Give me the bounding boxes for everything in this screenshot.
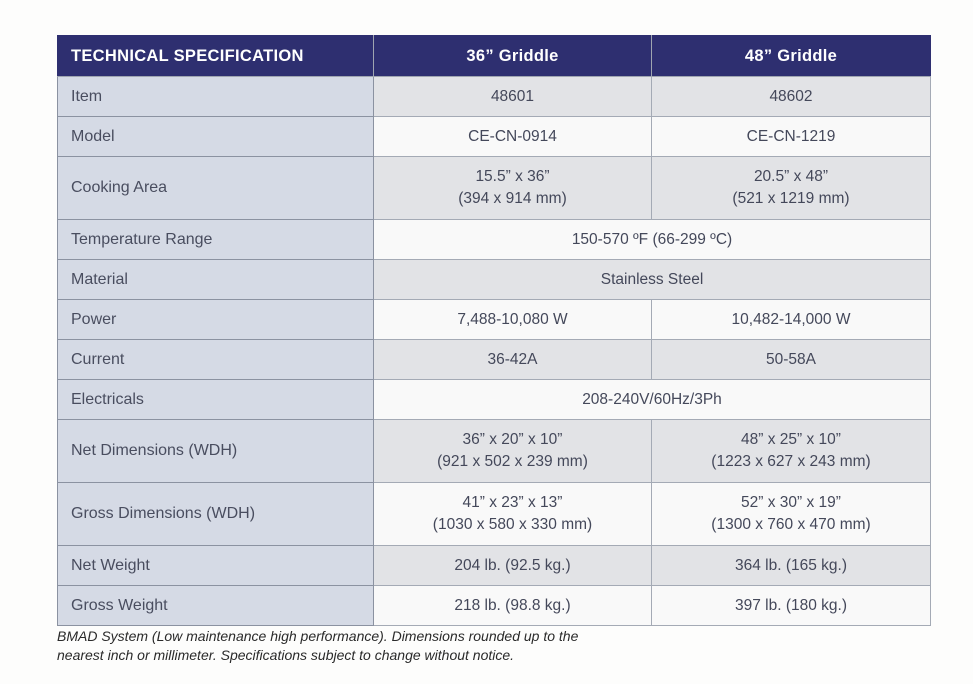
table-row-gross-dimensions: Gross Dimensions (WDH) 41” x 23” x 13” (… bbox=[57, 482, 931, 546]
row-label: Electricals bbox=[57, 379, 374, 420]
row-label: Item bbox=[57, 76, 374, 117]
row-value-48: 48” x 25” x 10” (1223 x 627 x 243 mm) bbox=[651, 419, 931, 483]
row-label: Material bbox=[57, 259, 374, 300]
table-row-net-dimensions: Net Dimensions (WDH) 36” x 20” x 10” (92… bbox=[57, 419, 931, 483]
table-row-material: Material Stainless Steel bbox=[57, 259, 931, 300]
row-value-48: CE-CN-1219 bbox=[651, 116, 931, 157]
footnote-text: BMAD System (Low maintenance high perfor… bbox=[57, 628, 579, 663]
row-label: Current bbox=[57, 339, 374, 380]
table-row-current: Current 36-42A 50-58A bbox=[57, 339, 931, 380]
row-value-both: 208-240V/60Hz/3Ph bbox=[373, 379, 931, 420]
row-value-both: Stainless Steel bbox=[373, 259, 931, 300]
technical-specification-table: TECHNICAL SPECIFICATION 36” Griddle 48” … bbox=[57, 35, 931, 626]
table-row-item: Item 48601 48602 bbox=[57, 76, 931, 117]
row-value-both: 150-570 ºF (66-299 ºC) bbox=[373, 219, 931, 260]
row-value-36: 36” x 20” x 10” (921 x 502 x 239 mm) bbox=[373, 419, 652, 483]
table-row-temperature-range: Temperature Range 150-570 ºF (66-299 ºC) bbox=[57, 219, 931, 260]
table-row-cooking-area: Cooking Area 15.5” x 36” (394 x 914 mm) … bbox=[57, 156, 931, 220]
table-row-electricals: Electricals 208-240V/60Hz/3Ph bbox=[57, 379, 931, 420]
row-value-48: 10,482-14,000 W bbox=[651, 299, 931, 340]
row-value-36: 7,488-10,080 W bbox=[373, 299, 652, 340]
row-value-48: 364 lb. (165 kg.) bbox=[651, 545, 931, 586]
row-value-36: 15.5” x 36” (394 x 914 mm) bbox=[373, 156, 652, 220]
header-row: TECHNICAL SPECIFICATION 36” Griddle 48” … bbox=[57, 35, 931, 77]
row-label: Net Dimensions (WDH) bbox=[57, 419, 374, 483]
row-value-36: 204 lb. (92.5 kg.) bbox=[373, 545, 652, 586]
table-row-model: Model CE-CN-0914 CE-CN-1219 bbox=[57, 116, 931, 157]
row-value-36: 41” x 23” x 13” (1030 x 580 x 330 mm) bbox=[373, 482, 652, 546]
row-label: Net Weight bbox=[57, 545, 374, 586]
table-row-power: Power 7,488-10,080 W 10,482-14,000 W bbox=[57, 299, 931, 340]
header-technical-specification: TECHNICAL SPECIFICATION bbox=[57, 35, 374, 77]
row-label: Model bbox=[57, 116, 374, 157]
table-header: TECHNICAL SPECIFICATION 36” Griddle 48” … bbox=[57, 35, 931, 77]
row-value-48: 48602 bbox=[651, 76, 931, 117]
row-value-48: 52” x 30” x 19” (1300 x 760 x 470 mm) bbox=[651, 482, 931, 546]
table-row-gross-weight: Gross Weight 218 lb. (98.8 kg.) 397 lb. … bbox=[57, 585, 931, 626]
row-label: Gross Weight bbox=[57, 585, 374, 626]
row-label: Gross Dimensions (WDH) bbox=[57, 482, 374, 546]
header-36-griddle: 36” Griddle bbox=[373, 35, 652, 77]
row-value-36: 48601 bbox=[373, 76, 652, 117]
header-48-griddle: 48” Griddle bbox=[651, 35, 931, 77]
row-value-36: 36-42A bbox=[373, 339, 652, 380]
row-value-48: 397 lb. (180 kg.) bbox=[651, 585, 931, 626]
row-value-48: 50-58A bbox=[651, 339, 931, 380]
row-value-48: 20.5” x 48” (521 x 1219 mm) bbox=[651, 156, 931, 220]
row-value-36: 218 lb. (98.8 kg.) bbox=[373, 585, 652, 626]
row-label: Temperature Range bbox=[57, 219, 374, 260]
table-body: Item 48601 48602 Model CE-CN-0914 CE-CN-… bbox=[57, 76, 931, 626]
row-label: Cooking Area bbox=[57, 156, 374, 220]
table-row-net-weight: Net Weight 204 lb. (92.5 kg.) 364 lb. (1… bbox=[57, 545, 931, 586]
row-value-36: CE-CN-0914 bbox=[373, 116, 652, 157]
row-label: Power bbox=[57, 299, 374, 340]
